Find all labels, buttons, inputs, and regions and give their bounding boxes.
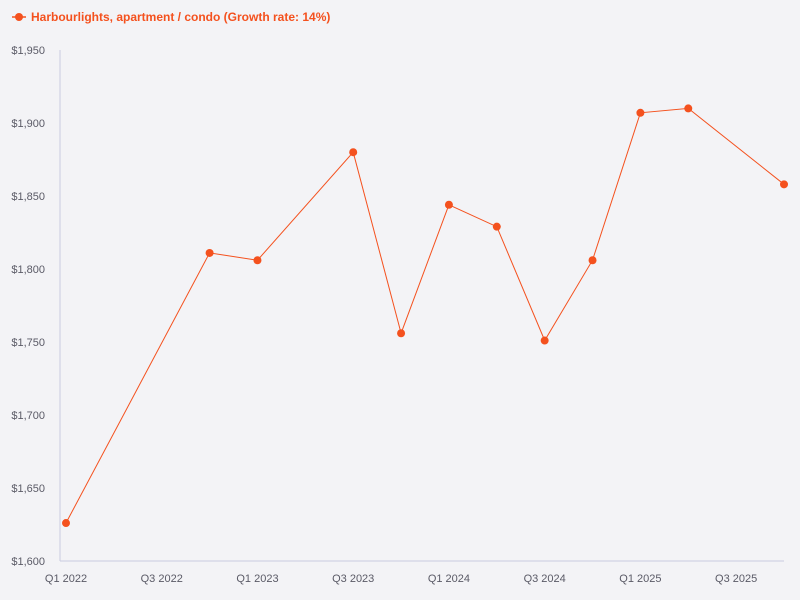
data-point — [62, 519, 70, 528]
x-tick-label: Q1 2024 — [428, 573, 470, 585]
data-point — [780, 180, 788, 189]
data-point — [588, 256, 597, 265]
x-tick-label: Q1 2025 — [619, 573, 661, 585]
legend-dot-marker — [15, 13, 23, 21]
y-tick-label: $1,800 — [11, 264, 45, 276]
y-tick-label: $1,750 — [11, 337, 45, 349]
x-tick-label: Q3 2024 — [524, 573, 566, 585]
data-point — [349, 148, 358, 157]
y-tick-label: $1,650 — [11, 483, 45, 495]
data-point — [444, 200, 453, 209]
data-point — [492, 222, 501, 231]
x-axis-ticks: Q1 2022 Q3 2022 Q1 2023 Q3 2023 Q1 2024 Q3 20… — [45, 573, 757, 585]
y-tick-label: $1,700 — [11, 410, 45, 422]
data-point — [540, 336, 549, 345]
data-point — [397, 329, 406, 338]
y-tick-label: $1,850 — [11, 191, 45, 203]
legend: Harbourlights, apartment / condo (Growth… — [12, 10, 330, 24]
data-point — [636, 108, 645, 117]
y-tick-label: $1,600 — [11, 556, 45, 568]
x-tick-label: Q1 2022 — [45, 573, 87, 585]
data-point — [684, 104, 693, 113]
series-group — [62, 104, 788, 528]
data-point — [205, 248, 214, 257]
series-line — [65, 107, 785, 524]
y-tick-label: $1,900 — [11, 118, 45, 130]
y-tick-label: $1,950 — [11, 45, 45, 57]
x-tick-label: Q3 2023 — [332, 573, 374, 585]
legend-label: Harbourlights, apartment / condo (Growth… — [31, 10, 330, 24]
x-tick-label: Q3 2022 — [141, 573, 183, 585]
axes — [59, 50, 784, 562]
x-tick-label: Q3 2025 — [715, 573, 757, 585]
y-axis-ticks: $1,600 $1,650 $1,700 $1,750 $1,800 $1,850 $1,9… — [11, 45, 45, 568]
x-tick-label: Q1 2023 — [236, 573, 278, 585]
data-point — [253, 256, 262, 265]
